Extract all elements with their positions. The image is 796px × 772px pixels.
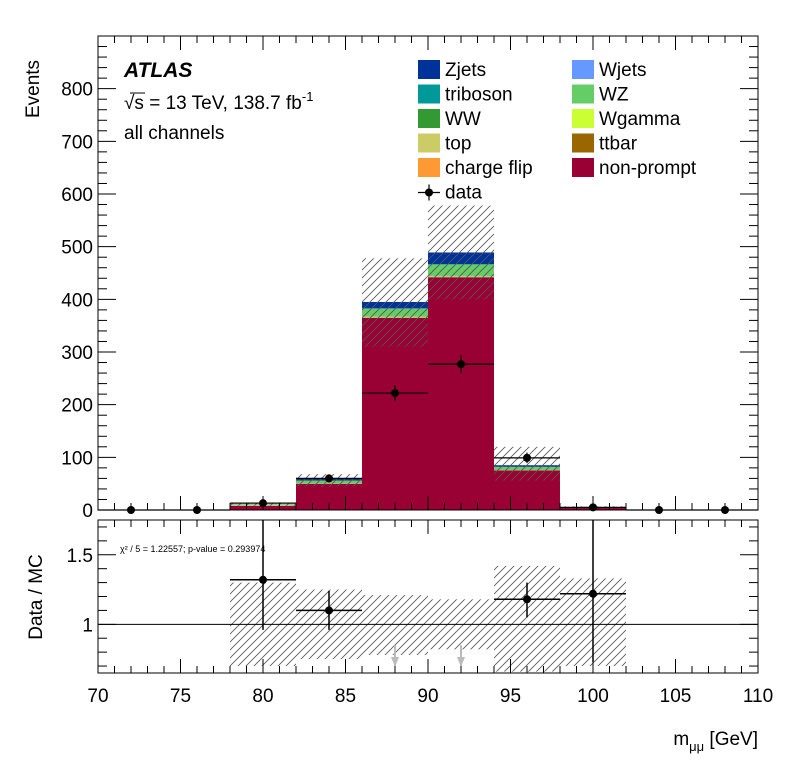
- legend-swatch-WW: [418, 109, 440, 128]
- legend-label-triboson: triboson: [445, 85, 513, 106]
- legend-label-charge-flip: charge flip: [445, 158, 533, 179]
- ratio-band-bin-2: [362, 595, 428, 655]
- data-point-6: [523, 453, 531, 462]
- energy-label: √s = 13 TeV, 138.7 fb-1: [124, 89, 313, 114]
- ratio-uncertainty-band: [98, 565, 758, 672]
- x-tick-label-100: 100: [577, 686, 609, 707]
- x-tick-label-105: 105: [660, 686, 692, 707]
- x-tick-label-85: 85: [335, 686, 356, 707]
- uncertainty-band-bin-4: [494, 446, 560, 481]
- ratio-y-tick-label-1: 1.5: [67, 546, 93, 567]
- legend-label-Wgamma: Wgamma: [599, 109, 681, 130]
- data-point-4: [391, 389, 399, 398]
- x-tick-label-110: 110: [743, 686, 773, 707]
- legend-label-Wjets: Wjets: [599, 60, 647, 81]
- ratio-y-tick-label-0: 1: [82, 615, 93, 636]
- data-point-3: [325, 474, 333, 483]
- y-tick-label-800: 800: [61, 80, 93, 101]
- ratio-point-1: [325, 606, 333, 615]
- ratio-band-bin-4: [494, 565, 560, 672]
- ratio-points: [230, 520, 626, 668]
- ratio-point-0: [259, 575, 267, 584]
- legend: Zjets Wjets triboson WZ WW Wgamma top ttbar char…: [418, 60, 697, 204]
- x-tick-label-80: 80: [252, 686, 273, 707]
- ratio-arrow-head-1: [457, 657, 465, 668]
- legend-label-WW: WW: [445, 109, 481, 130]
- ratio-point-2: [523, 595, 531, 604]
- y-tick-label-500: 500: [61, 238, 93, 259]
- legend-swatch-Zjets: [418, 60, 440, 79]
- legend-label-WZ: WZ: [599, 85, 629, 106]
- bottom-axes: 70 75 80 85 90 95 100 105 110 1 1.5: [67, 520, 773, 707]
- y-axis-label: Events: [23, 60, 44, 118]
- ratio-arrow-head-0: [391, 657, 399, 668]
- x-axis-label: mμμ [GeV]: [673, 729, 758, 754]
- uncertainty-band-bin-3: [428, 205, 494, 300]
- legend-label-Zjets: Zjets: [445, 60, 486, 81]
- top-axes: 0 100 200 300 400 500 600 700 800: [61, 35, 759, 522]
- atlas-label: ATLAS: [123, 59, 192, 82]
- legend-data-marker: [425, 188, 433, 197]
- ratio-axis-label: Data / MC: [26, 554, 47, 640]
- data-point-5: [457, 360, 465, 369]
- y-tick-label-600: 600: [61, 185, 93, 206]
- legend-label-top: top: [445, 134, 471, 155]
- x-tick-label-90: 90: [417, 686, 438, 707]
- x-tick-label-75: 75: [170, 686, 191, 707]
- mc-uncertainty-band: [230, 205, 626, 509]
- x-tick-label-70: 70: [87, 686, 108, 707]
- legend-label-ttbar: ttbar: [599, 134, 638, 155]
- legend-swatch-Wjets: [572, 60, 594, 79]
- legend-swatch-triboson: [418, 84, 440, 104]
- y-tick-label-400: 400: [61, 290, 93, 311]
- uncertainty-band-bin-2: [362, 258, 428, 347]
- y-tick-label-100: 100: [61, 448, 93, 469]
- legend-label-data: data: [445, 183, 482, 204]
- y-tick-label-0: 0: [82, 501, 93, 522]
- bar-non-prompt-5: [428, 277, 494, 510]
- legend-swatch-WZ: [572, 84, 594, 104]
- channel-label: all channels: [124, 123, 224, 144]
- bar-non-prompt-4: [362, 317, 428, 510]
- legend-swatch-top: [418, 133, 440, 153]
- legend-swatch-non-prompt: [572, 158, 594, 177]
- chi2-label: χ² / 5 = 1.22557; p-value = 0.293974: [120, 544, 265, 554]
- x-tick-label-95: 95: [500, 686, 521, 707]
- y-tick-label-700: 700: [61, 132, 93, 153]
- ratio-point-3: [589, 589, 597, 598]
- legend-label-non-prompt: non-prompt: [599, 158, 697, 179]
- legend-swatch-charge-flip: [418, 158, 440, 177]
- legend-swatch-ttbar: [572, 133, 594, 153]
- legend-swatch-Wgamma: [572, 109, 594, 128]
- y-tick-label-300: 300: [61, 343, 93, 364]
- y-tick-label-200: 200: [61, 396, 93, 417]
